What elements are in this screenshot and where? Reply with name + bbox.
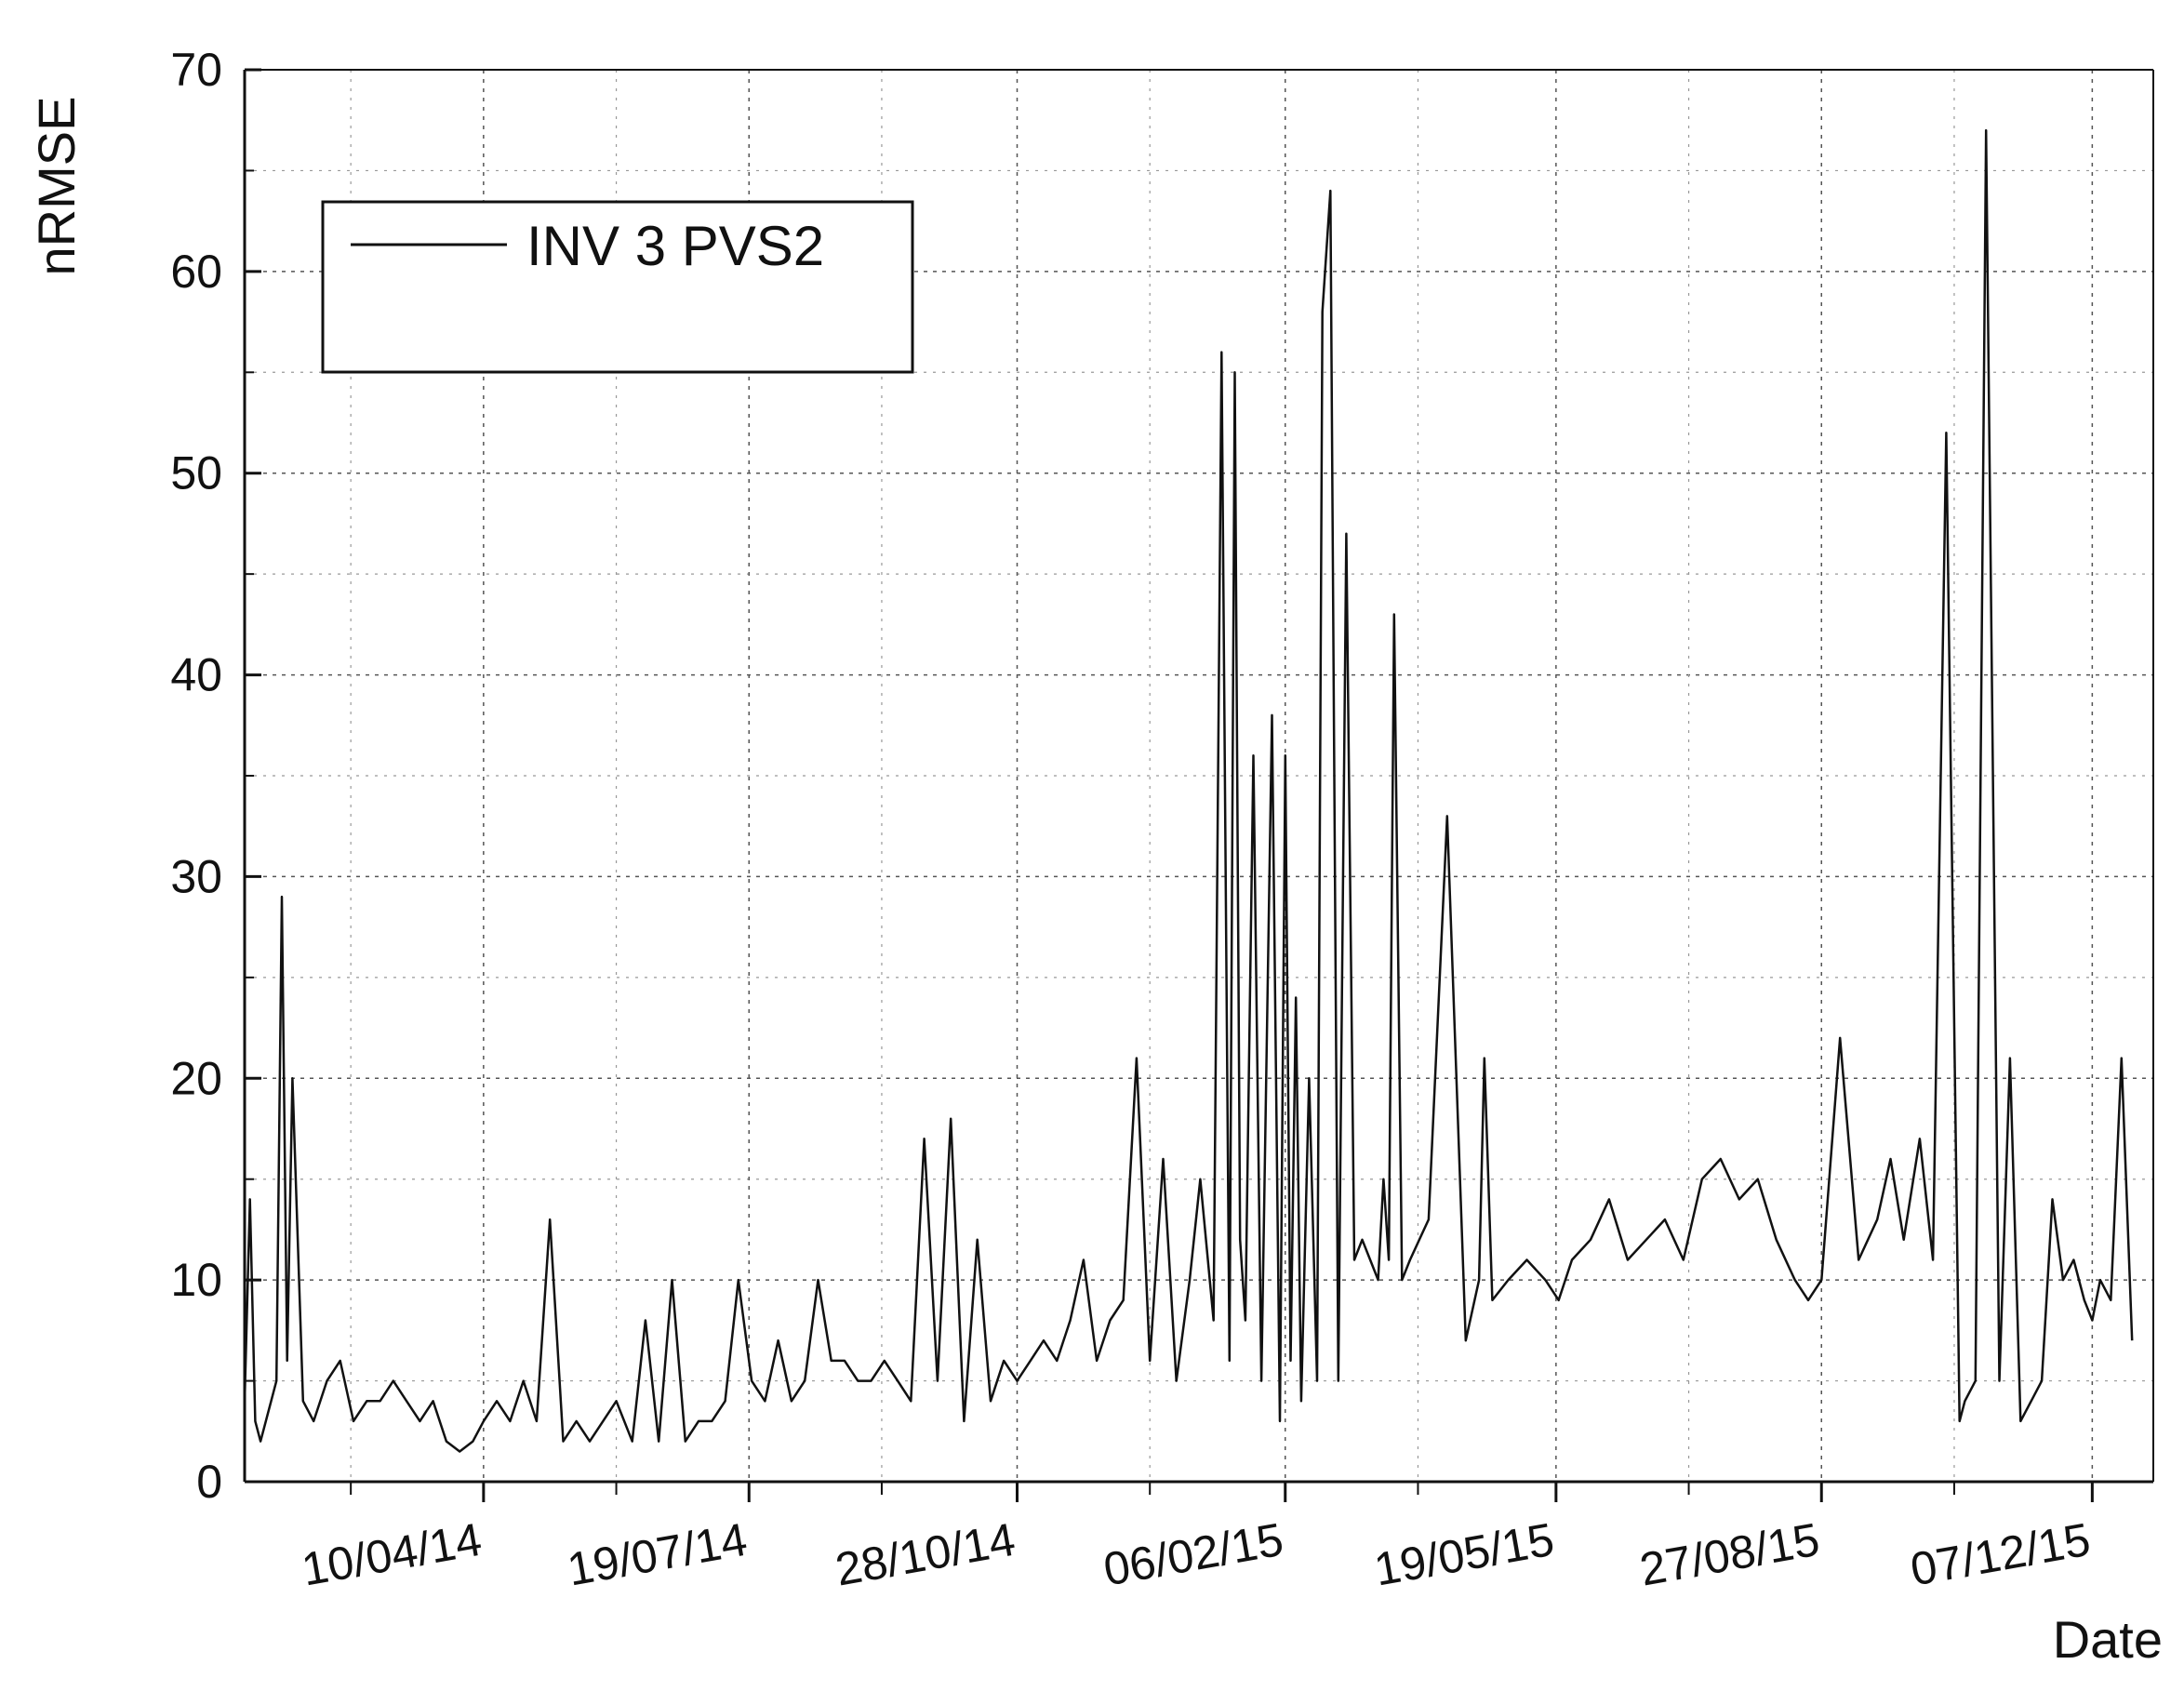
y-tick-label: 70: [170, 44, 222, 96]
legend: INV 3 PVS2: [321, 200, 914, 374]
series-line-0: [243, 128, 2134, 1453]
x-axis-title: Date: [2053, 1610, 2163, 1669]
y-axis-title: nRMSE: [27, 97, 86, 276]
x-tick-label: 27/08/15: [1636, 1513, 1823, 1596]
y-tick-label: 20: [170, 1052, 222, 1104]
x-tick-label: 28/10/14: [832, 1513, 1019, 1596]
series-layer: [243, 128, 2134, 1453]
y-tick-label: 50: [170, 447, 222, 499]
y-tick-label: 40: [170, 649, 222, 701]
legend-label: INV 3 PVS2: [526, 215, 824, 277]
x-tick-label: 10/04/14: [298, 1513, 485, 1596]
legend-box: [321, 200, 914, 374]
x-tick-label: 06/02/15: [1099, 1513, 1286, 1596]
y-tick-label: 10: [170, 1254, 222, 1306]
y-tick-label: 60: [170, 246, 222, 298]
x-tick-label: 07/12/15: [1907, 1513, 2094, 1596]
y-tick-label: 30: [170, 850, 222, 902]
y-tick-label: 0: [196, 1456, 222, 1508]
x-tick-label: 19/07/14: [564, 1513, 751, 1596]
x-tick-label: 19/05/15: [1370, 1513, 1557, 1596]
